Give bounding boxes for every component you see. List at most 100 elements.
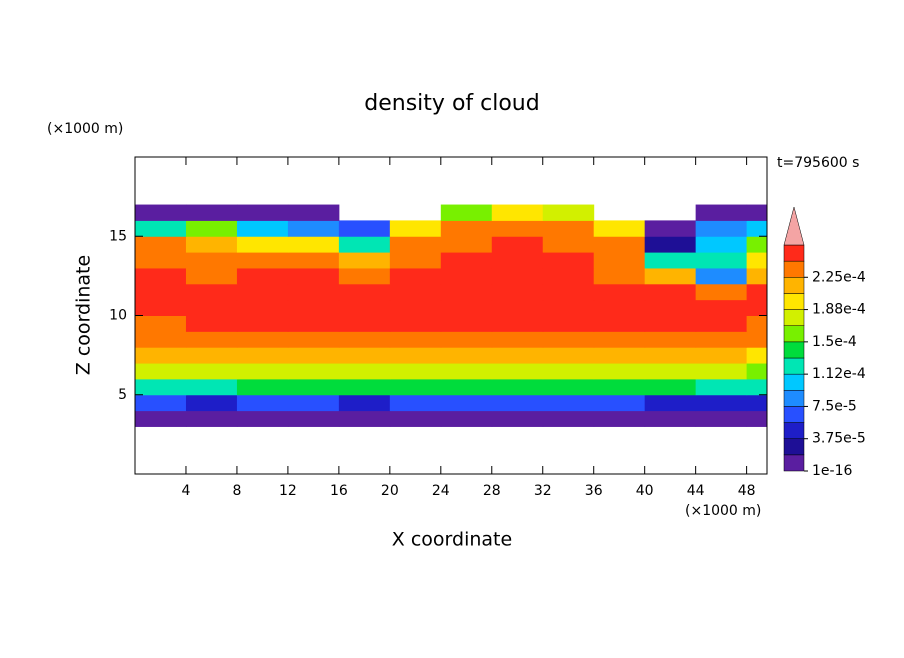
field-cell (542, 363, 595, 380)
colorbar-band (783, 454, 805, 472)
field-cell (185, 204, 238, 221)
field-cell (695, 315, 748, 332)
field-cell (695, 236, 748, 253)
field-cell (135, 410, 187, 427)
field-cell (287, 267, 340, 285)
field-cell (491, 283, 544, 301)
x-tick-label: 20 (381, 483, 399, 499)
field-cell (491, 267, 544, 285)
field-cell (440, 331, 493, 348)
field-cell (491, 252, 544, 269)
x-tick-label: 16 (330, 483, 348, 499)
field-cell (491, 378, 544, 396)
field-cell (491, 394, 544, 412)
field-cell (644, 410, 697, 427)
x-tick-label: 4 (182, 483, 191, 499)
field-cell (746, 363, 768, 380)
field-cell (389, 378, 442, 396)
x-tick-label: 36 (585, 483, 603, 499)
field-cell (746, 394, 768, 412)
field-cell (593, 410, 646, 427)
field-cell (695, 347, 748, 364)
colorbar-band (783, 309, 805, 326)
field-cell (542, 315, 595, 332)
x-tick-label: 32 (534, 483, 552, 499)
field-cell (236, 394, 289, 412)
field-cell (185, 347, 238, 364)
colorbar-band (783, 277, 805, 294)
field-cell (593, 299, 646, 316)
colorbar-band (783, 260, 805, 278)
field-cell (185, 252, 238, 269)
field-cell (389, 363, 442, 380)
field-cell (338, 363, 391, 380)
colorbar-band (783, 422, 805, 439)
y-tick-label: 10 (109, 308, 127, 324)
field-cell (135, 299, 187, 316)
field-cell (644, 283, 697, 301)
field-cell (746, 220, 768, 237)
colorbar-extend (783, 206, 805, 246)
field-cell (389, 236, 442, 253)
x-tick-label: 40 (636, 483, 654, 499)
y-unit: (×1000 m) (47, 121, 123, 137)
field-cell (135, 378, 187, 396)
field-cell (593, 315, 646, 332)
field-cell (542, 331, 595, 348)
field-cell (236, 331, 289, 348)
colorbar-band (783, 357, 805, 375)
field-cell (746, 410, 768, 427)
field-cell (338, 220, 391, 237)
field-cell (746, 267, 768, 285)
field-cell (185, 331, 238, 348)
colorbar-band (783, 373, 805, 391)
field-cell (593, 363, 646, 380)
field-cell (440, 347, 493, 364)
field-cell (287, 363, 340, 380)
field-cell (338, 299, 391, 316)
field-cell (389, 283, 442, 301)
field-cell (287, 220, 340, 237)
field-cell (135, 315, 187, 332)
field-cell (542, 267, 595, 285)
field-cell (644, 378, 697, 396)
field-cell (440, 394, 493, 412)
field-cell (287, 236, 340, 253)
field-cell (185, 378, 238, 396)
field-cell (440, 252, 493, 269)
field-cell (491, 299, 544, 316)
field-cell (695, 267, 748, 285)
field-cell (338, 378, 391, 396)
field-cell (695, 299, 748, 316)
colorbar-band (783, 438, 805, 456)
field-cell (593, 394, 646, 412)
y-tick-label: 15 (109, 228, 127, 244)
field-cell (746, 299, 768, 316)
field-cell (338, 315, 391, 332)
field-cell (542, 220, 595, 237)
field-cell (338, 283, 391, 301)
colorbar-band (783, 341, 805, 359)
y-axis-label: Z coordinate (73, 255, 95, 375)
field-cell (389, 410, 442, 427)
field-cell (695, 394, 748, 412)
x-axis-label: X coordinate (392, 529, 512, 551)
field-cell (695, 204, 748, 221)
field-cell (338, 347, 391, 364)
field-cell (746, 252, 768, 269)
field-cell (593, 252, 646, 269)
colorbar-band (783, 406, 805, 423)
field-cell (287, 331, 340, 348)
field-cell (135, 283, 187, 301)
field-cell (185, 267, 238, 285)
field-cell (185, 283, 238, 301)
colorbar-band (783, 293, 805, 310)
field-cell (236, 363, 289, 380)
field-cell (338, 236, 391, 253)
field-cell (746, 283, 768, 301)
colorbar-tick-label: 1.12e-4 (812, 366, 866, 382)
field-cell (135, 252, 187, 269)
field-cell (491, 331, 544, 348)
colorbar-tick-label: 3.75e-5 (812, 431, 866, 447)
field-cell (542, 283, 595, 301)
